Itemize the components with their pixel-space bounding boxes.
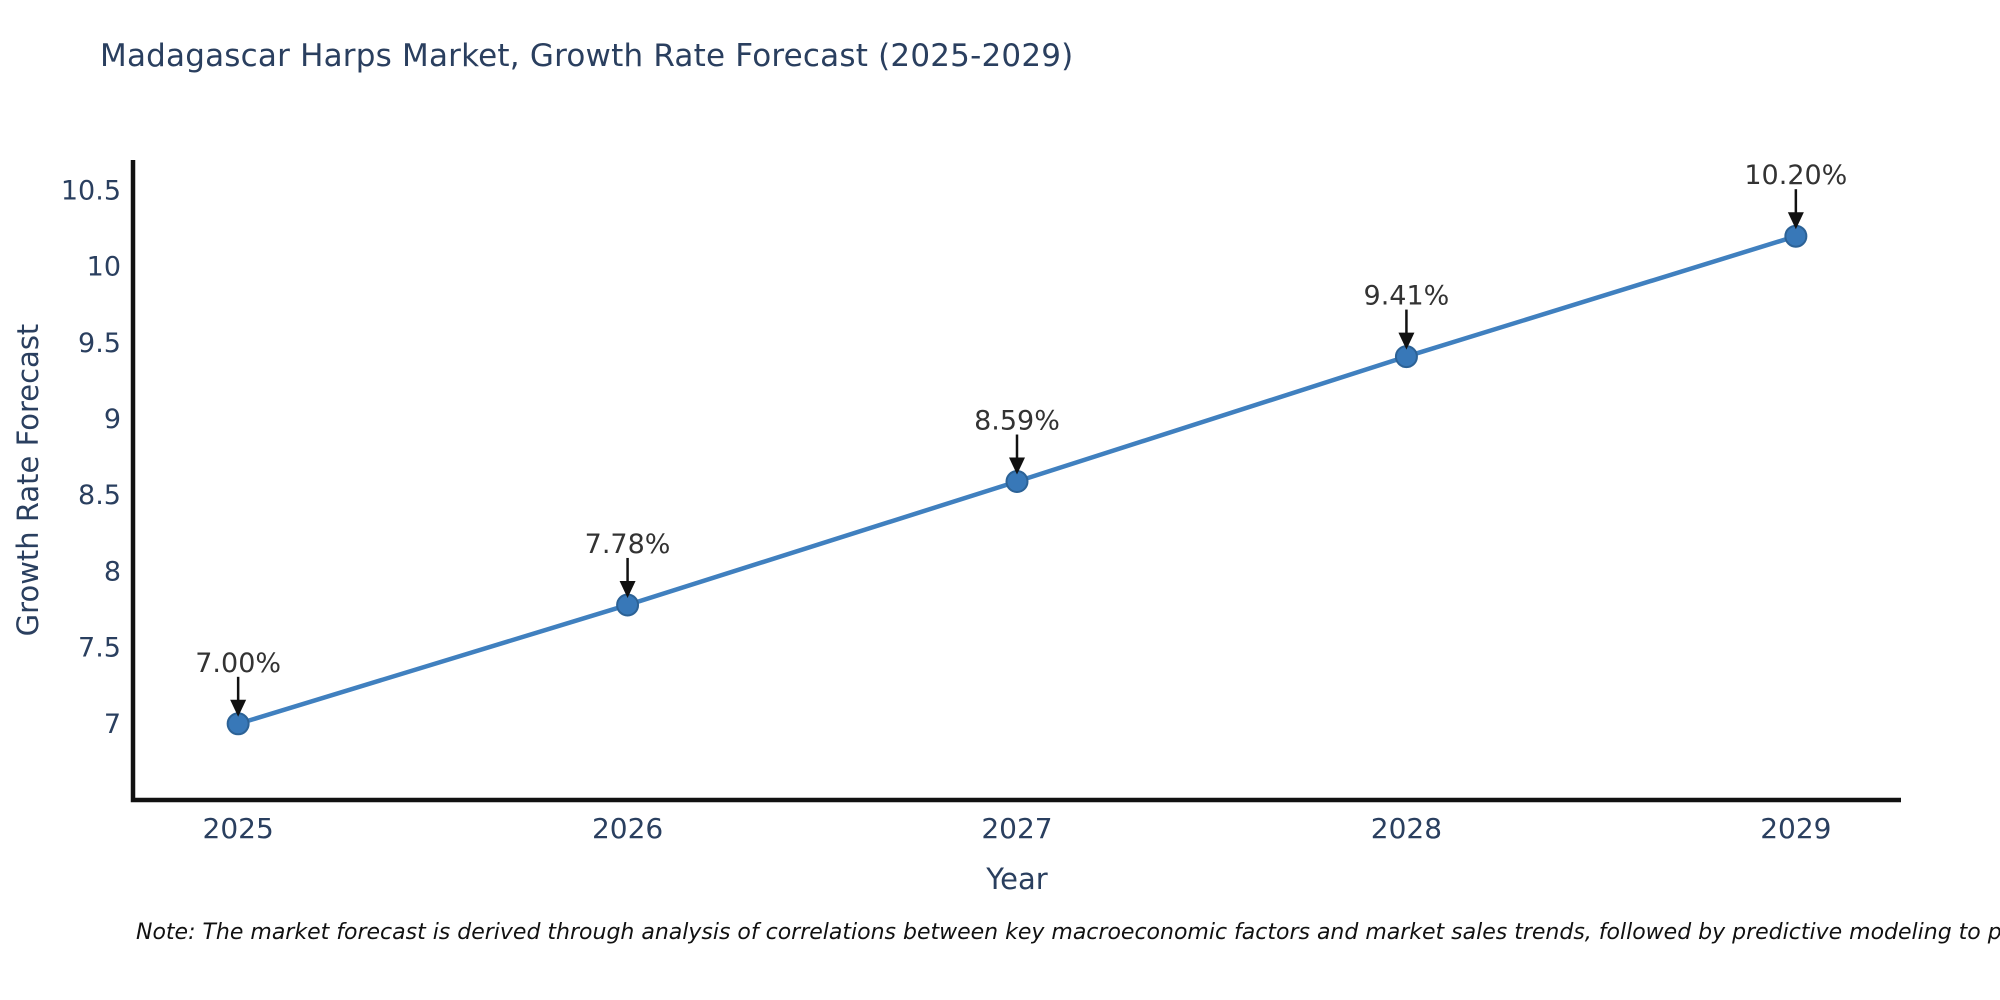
y-tick-label: 9 (104, 404, 121, 435)
annotation-arrow-head (230, 699, 247, 717)
point-value-label: 7.78% (585, 529, 671, 560)
annotation-arrow-head (1009, 457, 1025, 475)
x-tick-label: 2029 (1760, 812, 1831, 845)
point-value-label: 9.41% (1364, 281, 1450, 312)
chart-title: Madagascar Harps Market, Growth Rate For… (100, 38, 1074, 74)
y-tick-label: 7 (104, 709, 121, 740)
y-tick-label: 8.5 (78, 480, 121, 511)
point-value-label: 8.59% (974, 406, 1060, 437)
y-tick-label: 8 (104, 556, 121, 587)
footnote: Note: The market forecast is derived thr… (136, 920, 2000, 945)
x-axis-title: Year (986, 862, 1048, 896)
x-tick-label: 2026 (592, 812, 663, 845)
x-tick-label: 2025 (203, 812, 274, 845)
y-tick-label: 7.5 (78, 633, 121, 664)
y-tick-label: 10 (87, 252, 121, 283)
y-tick-label: 9.5 (78, 328, 121, 359)
annotation-arrow-head (1787, 212, 1804, 230)
y-tick-label: 10.5 (61, 175, 121, 206)
axis-lines (130, 160, 1901, 803)
x-tick-label: 2028 (1371, 812, 1442, 845)
point-value-label: 10.20% (1744, 160, 1847, 191)
annotation-arrow-head (619, 580, 636, 598)
x-tick-label: 2027 (981, 812, 1052, 845)
point-value-label: 7.00% (195, 648, 281, 679)
annotation-arrow-head (1398, 332, 1415, 350)
